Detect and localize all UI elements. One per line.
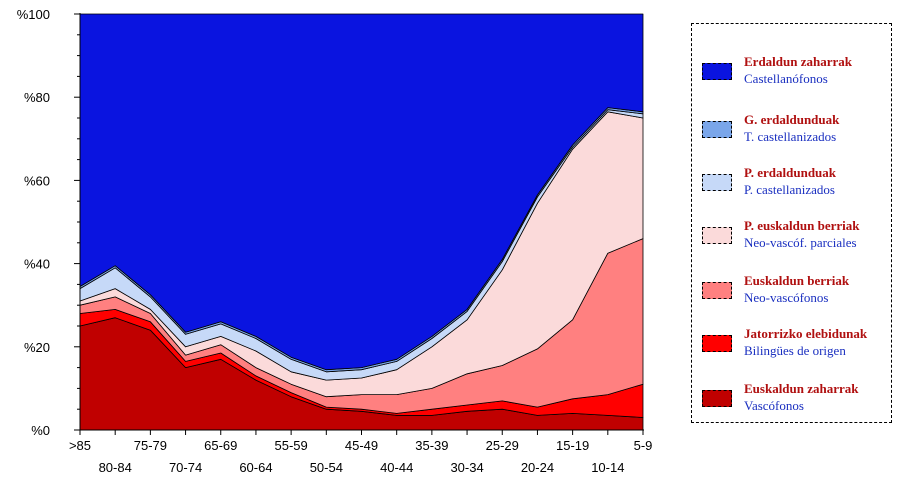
x-tick-label: 35-39 <box>415 438 448 453</box>
legend: Erdaldun zaharrak Castellanófonos G. erd… <box>691 23 892 423</box>
legend-label: P. erdaldunduak <box>744 165 837 180</box>
x-tick-label: 40-44 <box>380 460 413 475</box>
legend-sublabel: Castellanófonos <box>744 71 828 86</box>
legend-swatch <box>702 121 732 138</box>
legend-swatch <box>702 390 732 407</box>
y-tick-label: %80 <box>24 90 50 105</box>
x-tick-label: 10-14 <box>591 460 624 475</box>
x-tick-label: 15-19 <box>556 438 589 453</box>
legend-label: Euskaldun zaharrak <box>744 381 859 396</box>
x-axis-tick-labels: >85 75-79 65-69 55-59 45-49 35-39 25-29 15-19 5-… <box>69 430 652 475</box>
legend-label: Jatorrizko elebidunak <box>744 326 868 341</box>
area-chart: %0 %20 %40 %60 %80 %100 >85 75-79 65-69 55-59 45-… <box>17 7 653 475</box>
legend-sublabel: P. castellanizados <box>744 182 835 197</box>
y-tick-label: %0 <box>31 423 50 438</box>
area-series-erdaldun-zaharrak <box>79 13 644 371</box>
y-tick-label: %20 <box>24 340 50 355</box>
legend-sublabel: Neo-vascófonos <box>744 290 829 305</box>
legend-sublabel: Neo-vascóf. parciales <box>744 235 857 250</box>
x-tick-label: 45-49 <box>345 438 378 453</box>
legend-swatch <box>702 63 732 80</box>
legend-sublabel: Vascófonos <box>744 398 804 413</box>
y-tick-label: %40 <box>24 257 50 272</box>
legend-swatch <box>702 282 732 299</box>
x-tick-label: 50-54 <box>310 460 343 475</box>
x-tick-label: 70-74 <box>169 460 202 475</box>
x-tick-label: 65-69 <box>204 438 237 453</box>
y-tick-label: %100 <box>17 7 50 22</box>
x-tick-label: >85 <box>69 438 91 453</box>
legend-swatch <box>702 174 732 191</box>
x-tick-label: 20-24 <box>521 460 554 475</box>
x-tick-label: 75-79 <box>134 438 167 453</box>
stacked-areas <box>79 13 644 431</box>
legend-swatch <box>702 227 732 244</box>
x-tick-label: 30-34 <box>450 460 483 475</box>
legend-sublabel: Bilingües de origen <box>744 343 846 358</box>
legend-label: P. euskaldun berriak <box>744 218 860 233</box>
x-tick-label: 60-64 <box>239 460 272 475</box>
x-tick-label: 25-29 <box>486 438 519 453</box>
legend-swatch <box>702 335 732 352</box>
legend-label: Euskaldun berriak <box>744 273 850 288</box>
x-tick-label: 80-84 <box>99 460 132 475</box>
legend-label: Erdaldun zaharrak <box>744 54 852 69</box>
x-tick-label: 5-9 <box>634 438 653 453</box>
y-tick-label: %60 <box>24 173 50 188</box>
y-axis-tick-labels: %0 %20 %40 %60 %80 %100 <box>17 7 80 438</box>
legend-label: G. erdaldunduak <box>744 112 840 127</box>
legend-sublabel: T. castellanizados <box>744 129 837 144</box>
x-tick-label: 55-59 <box>275 438 308 453</box>
